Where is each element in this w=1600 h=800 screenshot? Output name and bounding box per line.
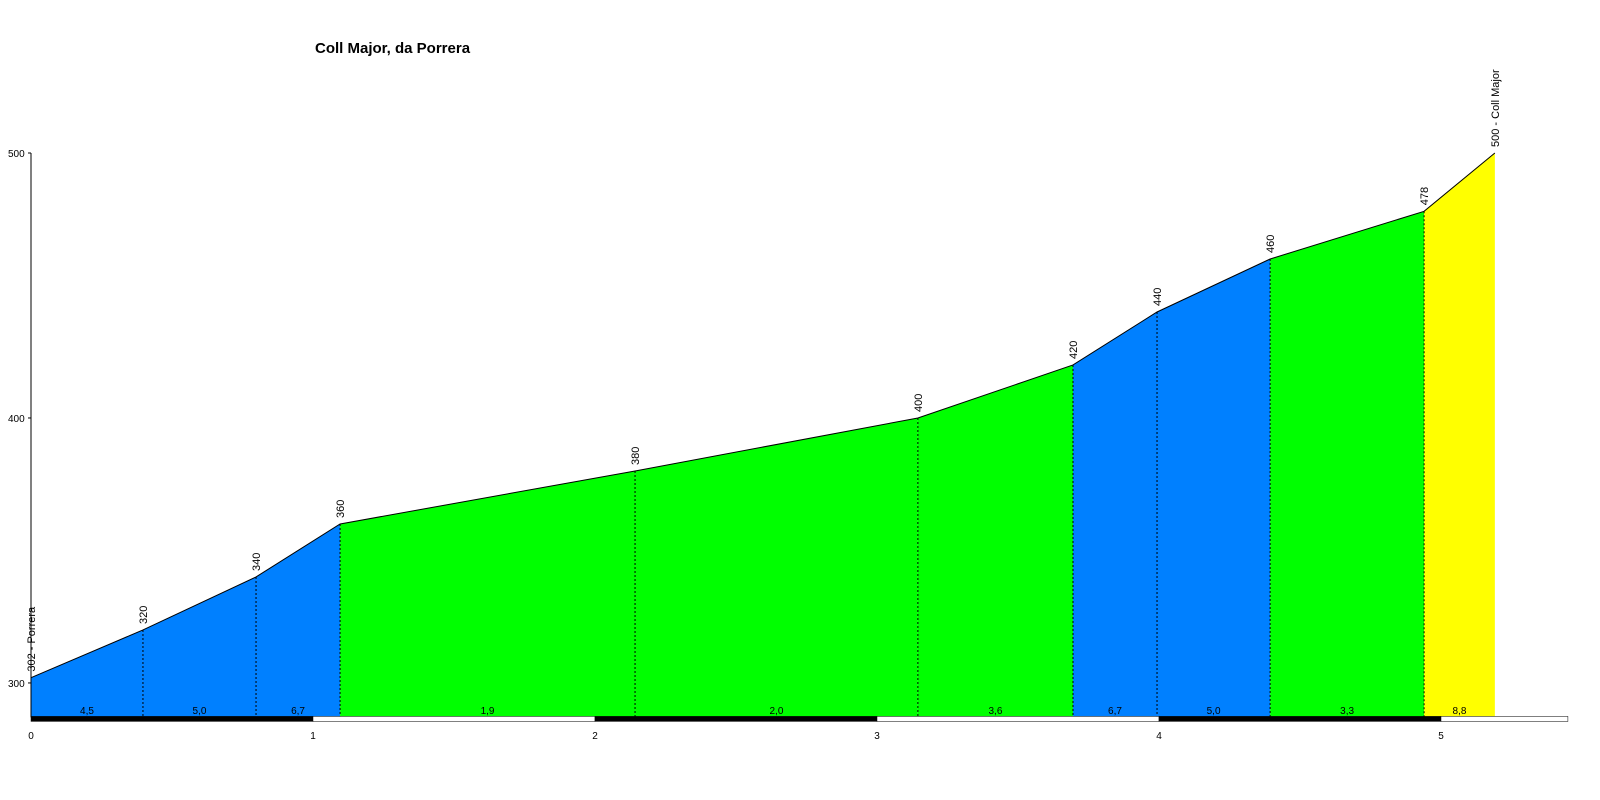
profile-line: [30, 152, 1496, 679]
x-tick-label: 3: [874, 731, 880, 742]
gradient-segment: [1157, 258, 1271, 718]
gradient-label: 2,0: [770, 706, 784, 717]
x-tick-label: 1: [310, 731, 316, 742]
y-tick-label: 400: [8, 414, 25, 425]
gradient-segment: [635, 417, 918, 718]
gradient-segment: [31, 629, 143, 718]
gradient-label: 8,8: [1453, 706, 1467, 717]
gradient-label: 1,9: [481, 706, 495, 717]
point-label: 320: [138, 606, 150, 624]
gradient-label: 3,6: [988, 706, 1002, 717]
gradient-segment: [1072, 311, 1158, 718]
gradient-label: 3,3: [1340, 706, 1354, 717]
gradient-label: 6,7: [1108, 706, 1122, 717]
chart-title: Coll Major, da Porrera: [315, 40, 471, 57]
gradient-segment: [142, 576, 257, 718]
gradient-segment: [1270, 211, 1425, 718]
km-bar: [312, 716, 596, 722]
x-tick-label: 4: [1156, 731, 1162, 742]
point-label: 380: [630, 447, 642, 465]
gradient-label: 5,0: [1207, 706, 1221, 717]
point-label: 440: [1152, 288, 1164, 306]
km-bar: [30, 716, 314, 722]
point-label: 478: [1419, 187, 1431, 205]
gradient-segment: [1424, 153, 1495, 718]
gradient-label: 5,0: [193, 706, 207, 717]
x-tick-label: 5: [1438, 731, 1444, 742]
gradient-label: 4,5: [80, 706, 94, 717]
km-bar: [594, 716, 878, 722]
gradient-segment: [340, 470, 636, 718]
point-label: 360: [335, 500, 347, 518]
point-label: 460: [1265, 235, 1277, 253]
point-label: 340: [251, 553, 263, 571]
km-bar: [1158, 716, 1442, 722]
gradient-label: 6,7: [291, 706, 305, 717]
gradient-segment: [917, 364, 1073, 718]
point-label: 420: [1068, 341, 1080, 359]
gradient-segment: [256, 523, 341, 718]
point-label: 302 - Porrera: [26, 606, 38, 672]
point-label: 400: [913, 394, 925, 412]
km-bar: [1440, 716, 1569, 722]
x-tick-label: 2: [592, 731, 598, 742]
km-bar: [876, 716, 1160, 722]
y-tick-label: 500: [8, 149, 25, 160]
x-tick-label: 0: [28, 731, 34, 742]
y-tick-label: 300: [8, 679, 25, 690]
point-label: 500 - Coll Major: [1490, 69, 1502, 147]
